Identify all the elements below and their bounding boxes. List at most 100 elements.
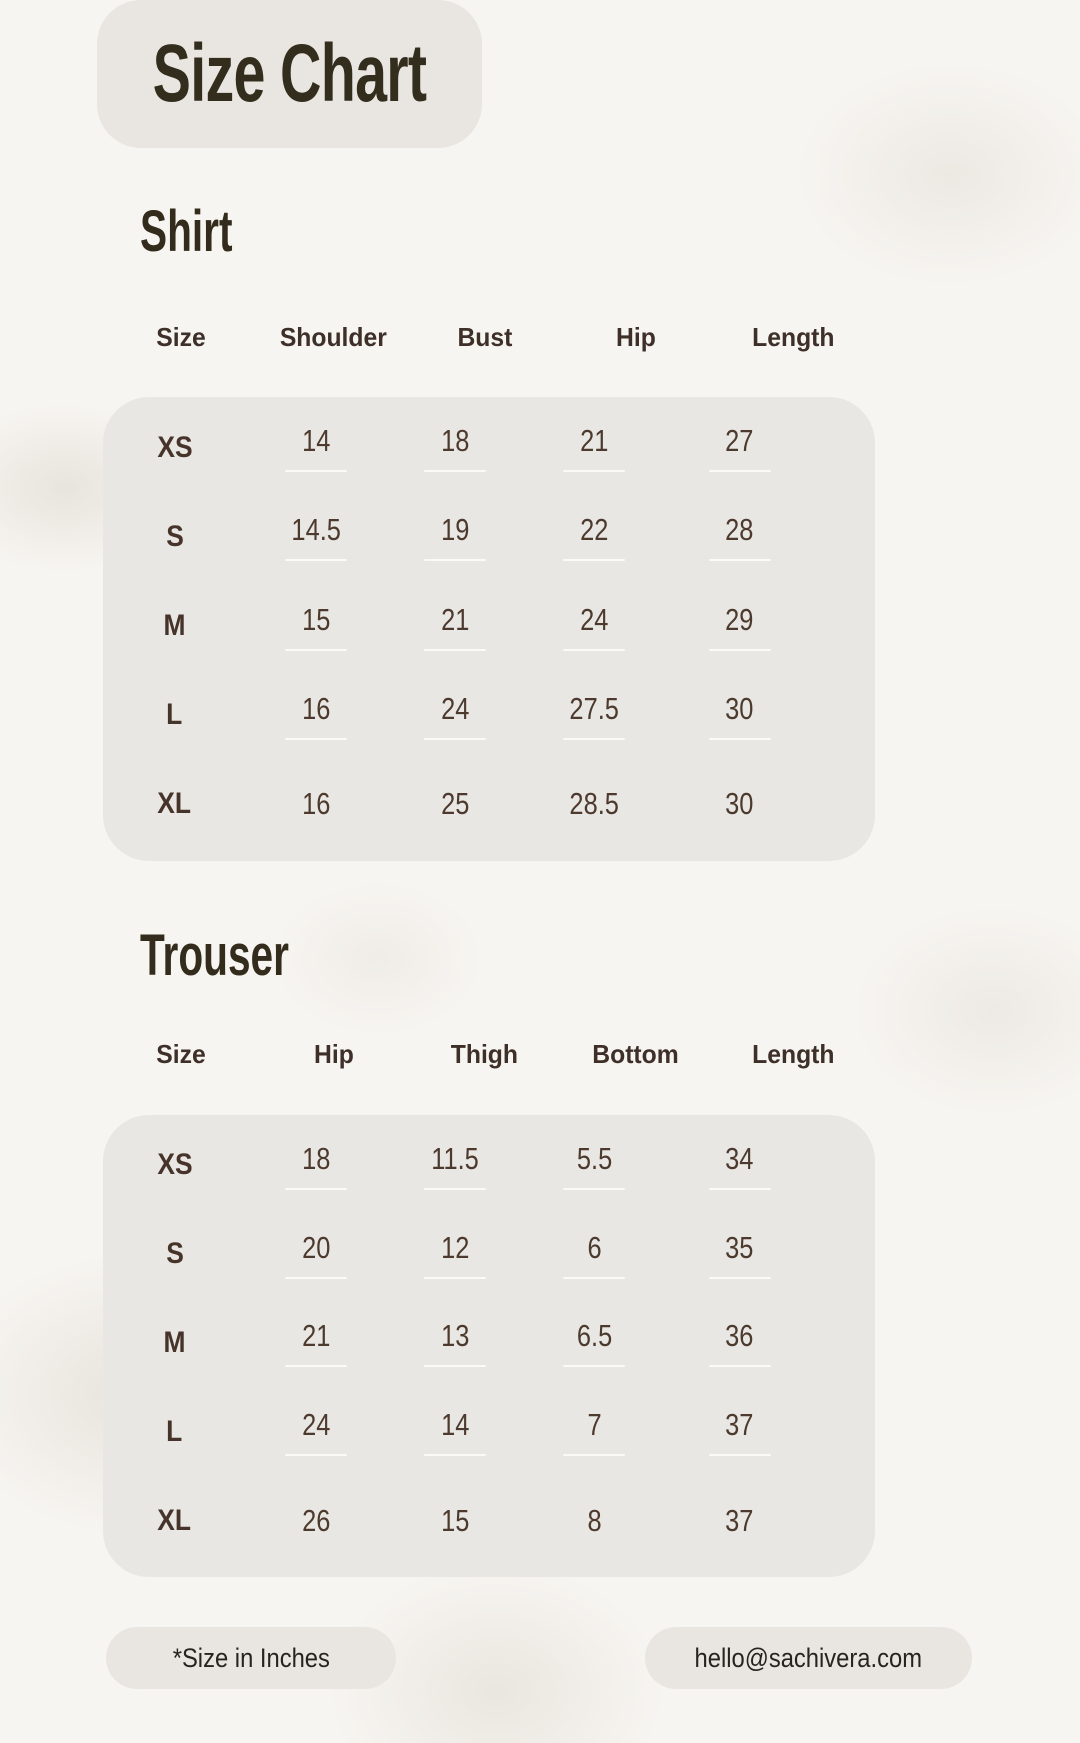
- cell-value: 16: [301, 690, 330, 726]
- shirt-col-size: Size: [155, 321, 206, 352]
- table-row: S 20 12 6 35: [103, 1210, 875, 1299]
- table-row: L 16 24 27.5 30: [103, 671, 875, 760]
- cell-value: 14: [440, 1407, 470, 1443]
- value-underline: [708, 648, 771, 651]
- trouser-table: XS 18 11.5 5.5 34 S 20 12 6 35 M 21 13 6…: [103, 1115, 875, 1577]
- cell-value: 15: [440, 1502, 470, 1538]
- cell-value: 20: [301, 1229, 330, 1265]
- trouser-col-length: Length: [752, 1038, 835, 1069]
- cell-value: 5.5: [576, 1140, 613, 1176]
- cell-value: 24: [440, 690, 470, 726]
- value-underline: [424, 1276, 487, 1279]
- cell-value: 27.5: [569, 690, 620, 726]
- cell-value: 22: [580, 512, 609, 548]
- cell-value: 18: [440, 423, 470, 459]
- shirt-table-header: Size Shoulder Bust Hip Length: [103, 316, 935, 358]
- contact-email-text: hello@sachivera.com: [694, 1642, 923, 1673]
- value-underline: [424, 1187, 487, 1190]
- cell-value: 37: [725, 1407, 754, 1443]
- value-underline: [708, 559, 771, 562]
- cell-value: 28.5: [569, 786, 620, 822]
- shirt-col-bust: Bust: [457, 321, 513, 352]
- value-underline: [284, 1276, 347, 1279]
- table-row: M 15 21 24 29: [103, 581, 875, 670]
- cell-value: 25: [440, 786, 470, 822]
- cell-value: 30: [725, 786, 754, 822]
- cell-value: 27: [725, 423, 754, 459]
- cell-value: 37: [725, 1502, 754, 1538]
- size-label: S: [165, 519, 184, 553]
- cell-value: 24: [301, 1407, 330, 1443]
- value-underline: [708, 470, 771, 473]
- cell-value: 6.5: [576, 1318, 613, 1354]
- cell-value: 14: [301, 423, 330, 459]
- size-label: L: [166, 698, 183, 732]
- trouser-section-heading: Trouser: [140, 923, 289, 988]
- cell-value: 21: [440, 601, 470, 637]
- cell-value: 15: [301, 601, 330, 637]
- size-unit-note: *Size in Inches: [106, 1627, 396, 1689]
- size-label: S: [165, 1237, 184, 1271]
- trouser-table-header: Size Hip Thigh Bottom Length: [103, 1033, 935, 1075]
- value-underline: [563, 1454, 626, 1457]
- size-label: XL: [157, 1503, 192, 1537]
- size-label: M: [163, 1325, 186, 1359]
- cell-value: 13: [440, 1318, 470, 1354]
- table-row: XL 26 15 8 37: [103, 1476, 875, 1571]
- cell-value: 26: [301, 1502, 330, 1538]
- value-underline: [563, 1187, 626, 1190]
- cell-value: 29: [725, 601, 754, 637]
- value-underline: [563, 737, 626, 740]
- value-underline: [284, 1365, 347, 1368]
- trouser-col-bottom: Bottom: [592, 1038, 680, 1069]
- table-row: XS 18 11.5 5.5 34: [103, 1121, 875, 1210]
- size-label: XS: [156, 430, 193, 464]
- size-label: XS: [156, 1148, 193, 1182]
- size-label: M: [163, 609, 186, 642]
- value-underline: [424, 1365, 487, 1368]
- value-underline: [563, 648, 626, 651]
- table-row: S 14.5 19 22 28: [103, 492, 875, 581]
- table-row: XS 14 18 21 27: [103, 403, 875, 492]
- value-underline: [284, 559, 347, 562]
- cell-value: 19: [440, 512, 470, 548]
- value-underline: [424, 470, 487, 473]
- cell-value: 18: [301, 1140, 330, 1176]
- shirt-col-shoulder: Shoulder: [280, 321, 388, 352]
- value-underline: [708, 1454, 771, 1457]
- value-underline: [424, 648, 487, 651]
- value-underline: [708, 1365, 771, 1368]
- cell-value: 30: [725, 690, 754, 726]
- shirt-col-hip: Hip: [615, 321, 656, 352]
- cell-value: 28: [725, 512, 754, 548]
- cell-value: 36: [725, 1318, 754, 1354]
- value-underline: [284, 470, 347, 473]
- value-underline: [424, 737, 487, 740]
- value-underline: [284, 737, 347, 740]
- cell-value: 21: [301, 1318, 330, 1354]
- cell-value: 24: [580, 601, 609, 637]
- value-underline: [424, 559, 487, 562]
- table-row: M 21 13 6.5 36: [103, 1299, 875, 1388]
- shirt-table: XS 14 18 21 27 S 14.5 19 22 28 M 15 21 2…: [103, 397, 875, 861]
- table-row: L 24 14 7 37: [103, 1387, 875, 1476]
- cell-value: 11.5: [431, 1140, 479, 1176]
- value-underline: [284, 1454, 347, 1457]
- cell-value: 34: [725, 1140, 754, 1176]
- size-unit-note-text: *Size in Inches: [172, 1642, 330, 1673]
- shirt-col-length: Length: [752, 321, 835, 352]
- value-underline: [563, 1276, 626, 1279]
- cell-value: 21: [580, 423, 609, 459]
- cell-value: 16: [301, 786, 330, 822]
- contact-email[interactable]: hello@sachivera.com: [645, 1627, 972, 1689]
- value-underline: [708, 737, 771, 740]
- trouser-col-thigh: Thigh: [451, 1038, 519, 1069]
- value-underline: [284, 648, 347, 651]
- value-underline: [708, 1187, 771, 1190]
- value-underline: [708, 1276, 771, 1279]
- shirt-section-heading: Shirt: [140, 199, 233, 264]
- page-title: Size Chart: [152, 28, 427, 119]
- cell-value: 35: [725, 1229, 754, 1265]
- cell-value: 14.5: [291, 512, 341, 548]
